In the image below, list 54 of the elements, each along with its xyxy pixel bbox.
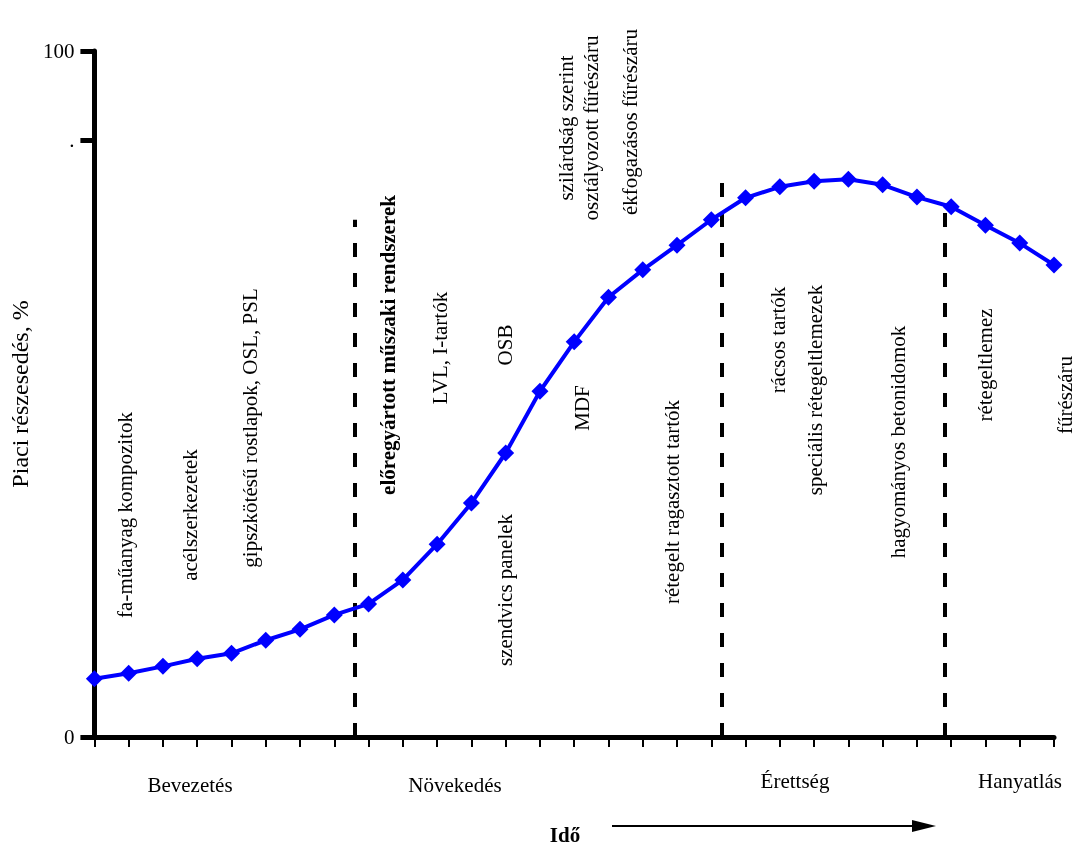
point: [1011, 234, 1029, 252]
point: [874, 176, 892, 194]
annotation: szendvics panelek: [493, 513, 517, 667]
annotation: rácsos tartók: [766, 286, 790, 394]
y-tick-label: .: [69, 128, 75, 153]
point: [737, 189, 755, 207]
annotation: acélszerkezetek: [178, 448, 202, 581]
point: [120, 664, 138, 682]
annotation: fa-műanyag kompozitok: [113, 411, 137, 618]
annotation: gipszkötésű rostlapok, OSL, PSL: [238, 288, 262, 568]
point: [291, 620, 309, 638]
point: [1045, 256, 1063, 274]
point: [222, 644, 240, 662]
point: [668, 236, 686, 254]
annotation: hagyományos betonidomok: [886, 325, 910, 559]
point: [462, 494, 480, 512]
point: [428, 535, 446, 553]
point: [257, 631, 275, 649]
point: [188, 650, 206, 668]
y-axis-title: Piaci részesedés, %: [7, 300, 33, 488]
point: [154, 657, 172, 675]
point: [908, 188, 926, 206]
point: [325, 606, 343, 624]
point: [634, 261, 652, 279]
point: [360, 595, 378, 613]
annotation: MDF: [570, 385, 594, 431]
annotation: speciális rétegeltlemezek: [803, 284, 827, 496]
annotation: fűrészáru: [1053, 355, 1077, 435]
point: [942, 198, 960, 216]
point: [976, 216, 994, 234]
point: [565, 333, 583, 351]
x-axis-title: Idő: [549, 823, 581, 847]
point: [805, 172, 823, 190]
annotation: OSB: [493, 324, 517, 366]
text: Bevezetés: [147, 773, 233, 797]
annotation: szilárdság szerint osztályozott fűrészáru: [553, 35, 603, 221]
point: [702, 211, 720, 229]
annotation: LVL, I-tartók: [428, 291, 452, 405]
point: [771, 178, 789, 196]
annotation: rétegelt ragasztott tartók: [660, 399, 684, 605]
point: [497, 444, 515, 462]
annotation: rétegeltlemez: [973, 308, 997, 422]
annotation: előregyártott műszaki rendszerek: [376, 194, 400, 495]
y-tick-label: 100: [42, 39, 75, 63]
point: [531, 382, 549, 400]
point: [85, 670, 103, 688]
point: [839, 170, 857, 188]
annotation: ékfogazásos fűrészáru: [618, 28, 642, 215]
text: Hanyatlás: [978, 769, 1062, 793]
point: [599, 288, 617, 306]
text: Érettség: [760, 769, 830, 793]
text: Növekedés: [408, 773, 502, 797]
y-tick-label: 0: [63, 725, 75, 749]
point: [394, 571, 412, 589]
